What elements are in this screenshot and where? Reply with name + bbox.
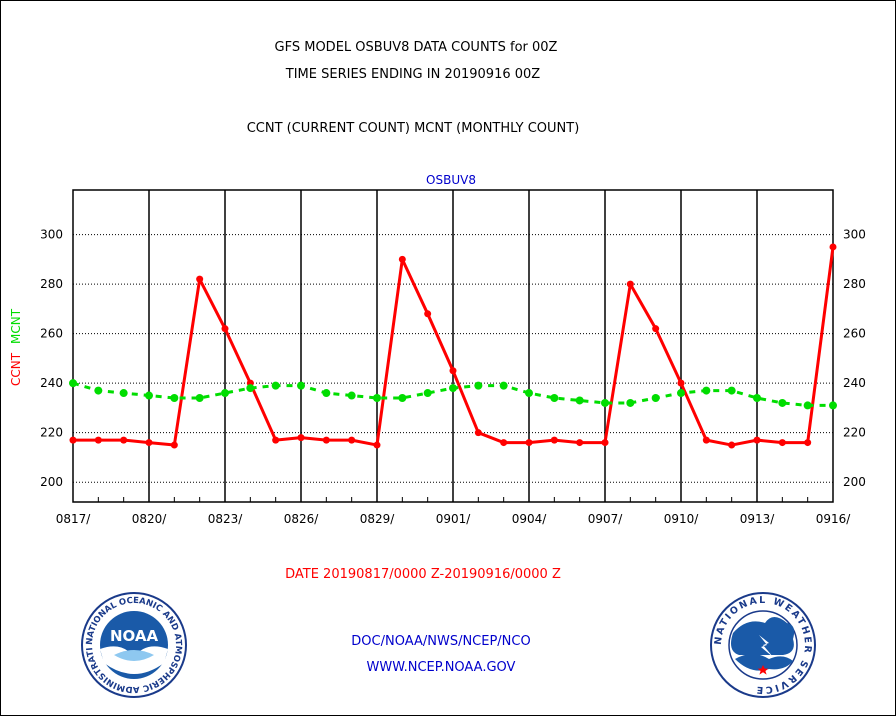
x-tick-label: 0916/: [816, 512, 852, 526]
point-mcnt: [170, 394, 179, 402]
point-ccnt: [398, 255, 406, 263]
point-mcnt: [829, 401, 837, 410]
point-ccnt: [449, 367, 457, 375]
point-mcnt: [94, 386, 103, 395]
point-mcnt: [702, 386, 711, 395]
y-tick-label-left: 280: [40, 277, 63, 291]
point-mcnt: [626, 398, 635, 407]
x-tick-label: 0913/: [740, 512, 776, 526]
point-ccnt: [829, 243, 837, 251]
point-mcnt: [373, 394, 381, 402]
x-tick-label: 0901/: [436, 512, 472, 526]
x-tick-label: 0817/: [56, 512, 92, 526]
x-tick-label: 0904/: [512, 512, 548, 526]
x-tick-label: 0907/: [588, 512, 624, 526]
point-ccnt: [500, 439, 508, 447]
y-tick-label-left: 200: [40, 475, 63, 489]
noaa-logo-text: NOAA: [110, 627, 159, 645]
point-mcnt: [297, 381, 305, 390]
point-mcnt: [145, 391, 153, 400]
y-axis-label: CCNT MCNT: [9, 308, 23, 386]
point-mcnt: [753, 394, 761, 402]
point-mcnt: [119, 389, 128, 398]
noaa-logo: NATIONAL OCEANIC AND ATMOSPHERIC ADMINIS…: [81, 592, 187, 698]
point-ccnt: [601, 439, 609, 447]
point-ccnt: [373, 441, 381, 449]
point-ccnt: [322, 436, 330, 444]
point-ccnt: [804, 439, 812, 447]
plot-area: 200 200 220 220 240 240 260 260 280 280 300 300 0817…: [40, 189, 866, 526]
point-mcnt: [778, 398, 787, 407]
point-mcnt: [499, 381, 508, 390]
point-mcnt: [677, 389, 685, 398]
y-tick-label-right: 240: [843, 376, 866, 390]
point-ccnt: [626, 280, 634, 288]
point-mcnt: [803, 401, 812, 410]
point-ccnt: [652, 325, 660, 333]
point-ccnt: [550, 436, 558, 444]
point-mcnt: [246, 384, 255, 393]
title-line-2: TIME SERIES ENDING IN 20190916 00Z: [285, 67, 541, 82]
point-ccnt: [69, 436, 77, 444]
point-mcnt: [575, 396, 584, 405]
point-ccnt: [728, 441, 736, 449]
point-mcnt: [221, 389, 229, 398]
y-tick-label-right: 260: [843, 327, 866, 341]
point-mcnt: [347, 391, 356, 400]
x-tick-label: 0826/: [284, 512, 320, 526]
point-mcnt: [601, 398, 609, 407]
y-tick-label-left: 300: [40, 228, 63, 242]
x-tick-label: 0829/: [360, 512, 396, 526]
date-range: DATE 20190817/0000 Z-20190916/0000 Z: [285, 567, 561, 582]
point-ccnt: [677, 379, 685, 387]
point-mcnt: [651, 394, 660, 402]
point-mcnt: [727, 386, 736, 395]
point-ccnt: [221, 325, 229, 333]
x-tick-label: 0820/: [132, 512, 168, 526]
point-ccnt: [348, 436, 356, 444]
point-mcnt: [322, 389, 331, 398]
y-tick-label-left: 240: [40, 376, 63, 390]
y-label-mcnt: MCNT: [9, 308, 23, 344]
y-tick-label-left: 220: [40, 426, 63, 440]
point-mcnt: [69, 379, 77, 388]
point-ccnt: [272, 436, 280, 444]
point-mcnt: [525, 389, 533, 398]
nws-logo: NATIONAL WEATHER SERVICE: [710, 592, 816, 698]
url-line: WWW.NCEP.NOAA.GOV: [367, 660, 516, 675]
point-ccnt: [94, 436, 102, 444]
y-tick-label-right: 200: [843, 475, 866, 489]
x-tick-label: 0910/: [664, 512, 700, 526]
point-ccnt: [297, 434, 305, 442]
point-ccnt: [120, 436, 128, 444]
y-tick-label-right: 280: [843, 277, 866, 291]
y-label-ccnt: CCNT: [9, 352, 23, 386]
title-line-3: CCNT (CURRENT COUNT) MCNT (MONTHLY COUNT…: [247, 121, 580, 136]
point-ccnt: [753, 436, 761, 444]
y-tick-label-left: 260: [40, 327, 63, 341]
y-tick-label-right: 300: [843, 228, 866, 242]
point-ccnt: [778, 439, 786, 447]
title-line-1: GFS MODEL OSBUV8 DATA COUNTS for 00Z: [275, 40, 558, 55]
point-mcnt: [449, 384, 457, 393]
point-ccnt: [576, 439, 584, 447]
point-mcnt: [271, 381, 280, 390]
point-mcnt: [474, 381, 483, 390]
point-ccnt: [525, 439, 533, 447]
point-ccnt: [145, 439, 153, 447]
point-ccnt: [702, 436, 710, 444]
point-ccnt: [424, 310, 432, 318]
point-ccnt: [474, 429, 482, 437]
point-ccnt: [170, 441, 178, 449]
point-mcnt: [550, 394, 559, 402]
point-mcnt: [398, 394, 407, 402]
point-mcnt: [423, 389, 432, 398]
x-tick-label: 0823/: [208, 512, 244, 526]
chart-title: OSBUV8: [426, 173, 476, 187]
point-mcnt: [195, 394, 204, 402]
point-ccnt: [196, 275, 204, 283]
y-tick-label-right: 220: [843, 426, 866, 440]
org-line: DOC/NOAA/NWS/NCEP/NCO: [351, 634, 530, 649]
